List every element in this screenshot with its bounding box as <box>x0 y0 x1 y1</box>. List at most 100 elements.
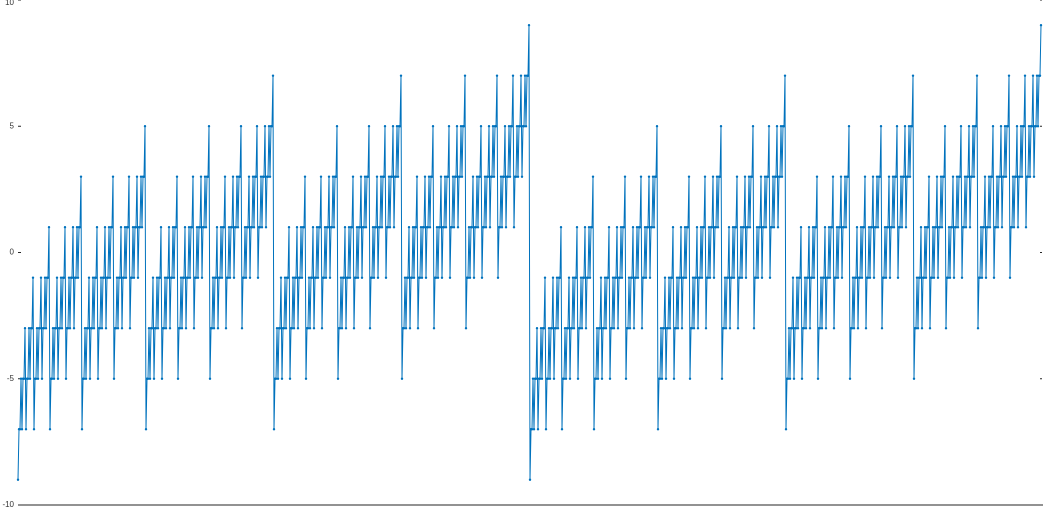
data-point <box>906 175 910 178</box>
data-point <box>935 175 939 178</box>
data-point <box>878 175 882 178</box>
data-point <box>96 377 100 380</box>
data-point <box>538 377 542 380</box>
data-point <box>290 327 294 330</box>
data-point <box>704 327 708 330</box>
data-point <box>251 175 255 178</box>
data-point <box>511 74 515 77</box>
data-point <box>411 226 415 229</box>
data-point <box>304 377 308 380</box>
data-point <box>575 226 579 229</box>
data-point <box>952 276 956 279</box>
data-point <box>908 175 912 178</box>
data-point <box>839 175 843 178</box>
data-point <box>892 226 896 229</box>
data-point <box>444 226 448 229</box>
data-point <box>422 226 426 229</box>
data-point <box>818 327 822 330</box>
data-point <box>494 125 498 128</box>
data-point <box>500 226 504 229</box>
data-point <box>806 276 810 279</box>
data-point <box>571 276 575 279</box>
data-point <box>70 276 74 279</box>
data-point <box>88 377 92 380</box>
data-point <box>219 226 223 229</box>
data-point <box>118 276 122 279</box>
data-point <box>396 175 400 178</box>
data-point <box>623 175 627 178</box>
data-point <box>420 276 424 279</box>
data-point <box>204 226 208 229</box>
data-point <box>930 276 934 279</box>
data-point <box>707 226 711 229</box>
data-point <box>336 377 340 380</box>
data-point <box>76 276 80 279</box>
data-point <box>668 327 672 330</box>
data-point <box>252 226 256 229</box>
data-point <box>347 226 351 229</box>
data-point <box>42 327 46 330</box>
data-point <box>871 175 875 178</box>
data-point <box>718 175 722 178</box>
data-point <box>660 377 664 380</box>
data-point <box>212 327 216 330</box>
data-point <box>568 377 572 380</box>
data-point <box>974 125 978 128</box>
data-point <box>350 226 354 229</box>
data-point <box>1028 175 1032 178</box>
data-point <box>27 327 31 330</box>
data-point <box>959 125 963 128</box>
data-point <box>939 175 943 178</box>
data-point <box>387 175 391 178</box>
data-point <box>40 377 44 380</box>
data-point <box>191 175 195 178</box>
data-point <box>579 276 583 279</box>
data-point <box>976 327 980 330</box>
data-point <box>504 226 508 229</box>
data-point <box>292 327 296 330</box>
data-point <box>654 175 658 178</box>
data-point <box>1023 74 1027 77</box>
data-point <box>987 175 991 178</box>
data-point <box>708 276 712 279</box>
data-point <box>246 226 250 229</box>
data-point <box>551 276 555 279</box>
data-point <box>510 125 514 128</box>
data-point <box>808 327 812 330</box>
data-point <box>879 125 883 128</box>
data-point <box>578 327 582 330</box>
data-point <box>159 226 163 229</box>
data-point <box>340 327 344 330</box>
data-point <box>596 377 600 380</box>
data-point <box>819 276 823 279</box>
data-point <box>322 276 326 279</box>
data-point <box>852 327 856 330</box>
data-point <box>916 327 920 330</box>
data-point <box>180 327 184 330</box>
data-point <box>100 327 104 330</box>
data-point <box>403 276 407 279</box>
data-point <box>440 276 444 279</box>
data-point <box>370 276 374 279</box>
data-point <box>356 276 360 279</box>
data-point <box>55 276 59 279</box>
data-point <box>920 327 924 330</box>
data-point <box>907 125 911 128</box>
data-point <box>190 226 194 229</box>
data-point <box>175 175 179 178</box>
data-point <box>651 175 655 178</box>
data-point <box>978 276 982 279</box>
data-point <box>203 175 207 178</box>
data-point <box>1031 74 1035 77</box>
data-point <box>418 276 422 279</box>
data-point <box>1010 226 1014 229</box>
data-point <box>567 276 571 279</box>
data-point <box>228 276 232 279</box>
data-point <box>160 377 164 380</box>
data-point <box>1022 125 1026 128</box>
data-point <box>747 175 751 178</box>
data-point <box>470 226 474 229</box>
data-point <box>427 175 431 178</box>
data-point <box>235 175 239 178</box>
data-point <box>603 276 607 279</box>
